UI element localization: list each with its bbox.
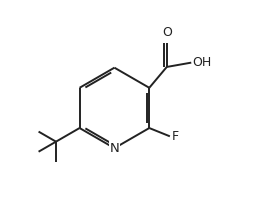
Text: N: N xyxy=(110,142,119,155)
Text: F: F xyxy=(172,130,179,143)
Text: OH: OH xyxy=(193,56,212,69)
Text: O: O xyxy=(162,26,172,39)
